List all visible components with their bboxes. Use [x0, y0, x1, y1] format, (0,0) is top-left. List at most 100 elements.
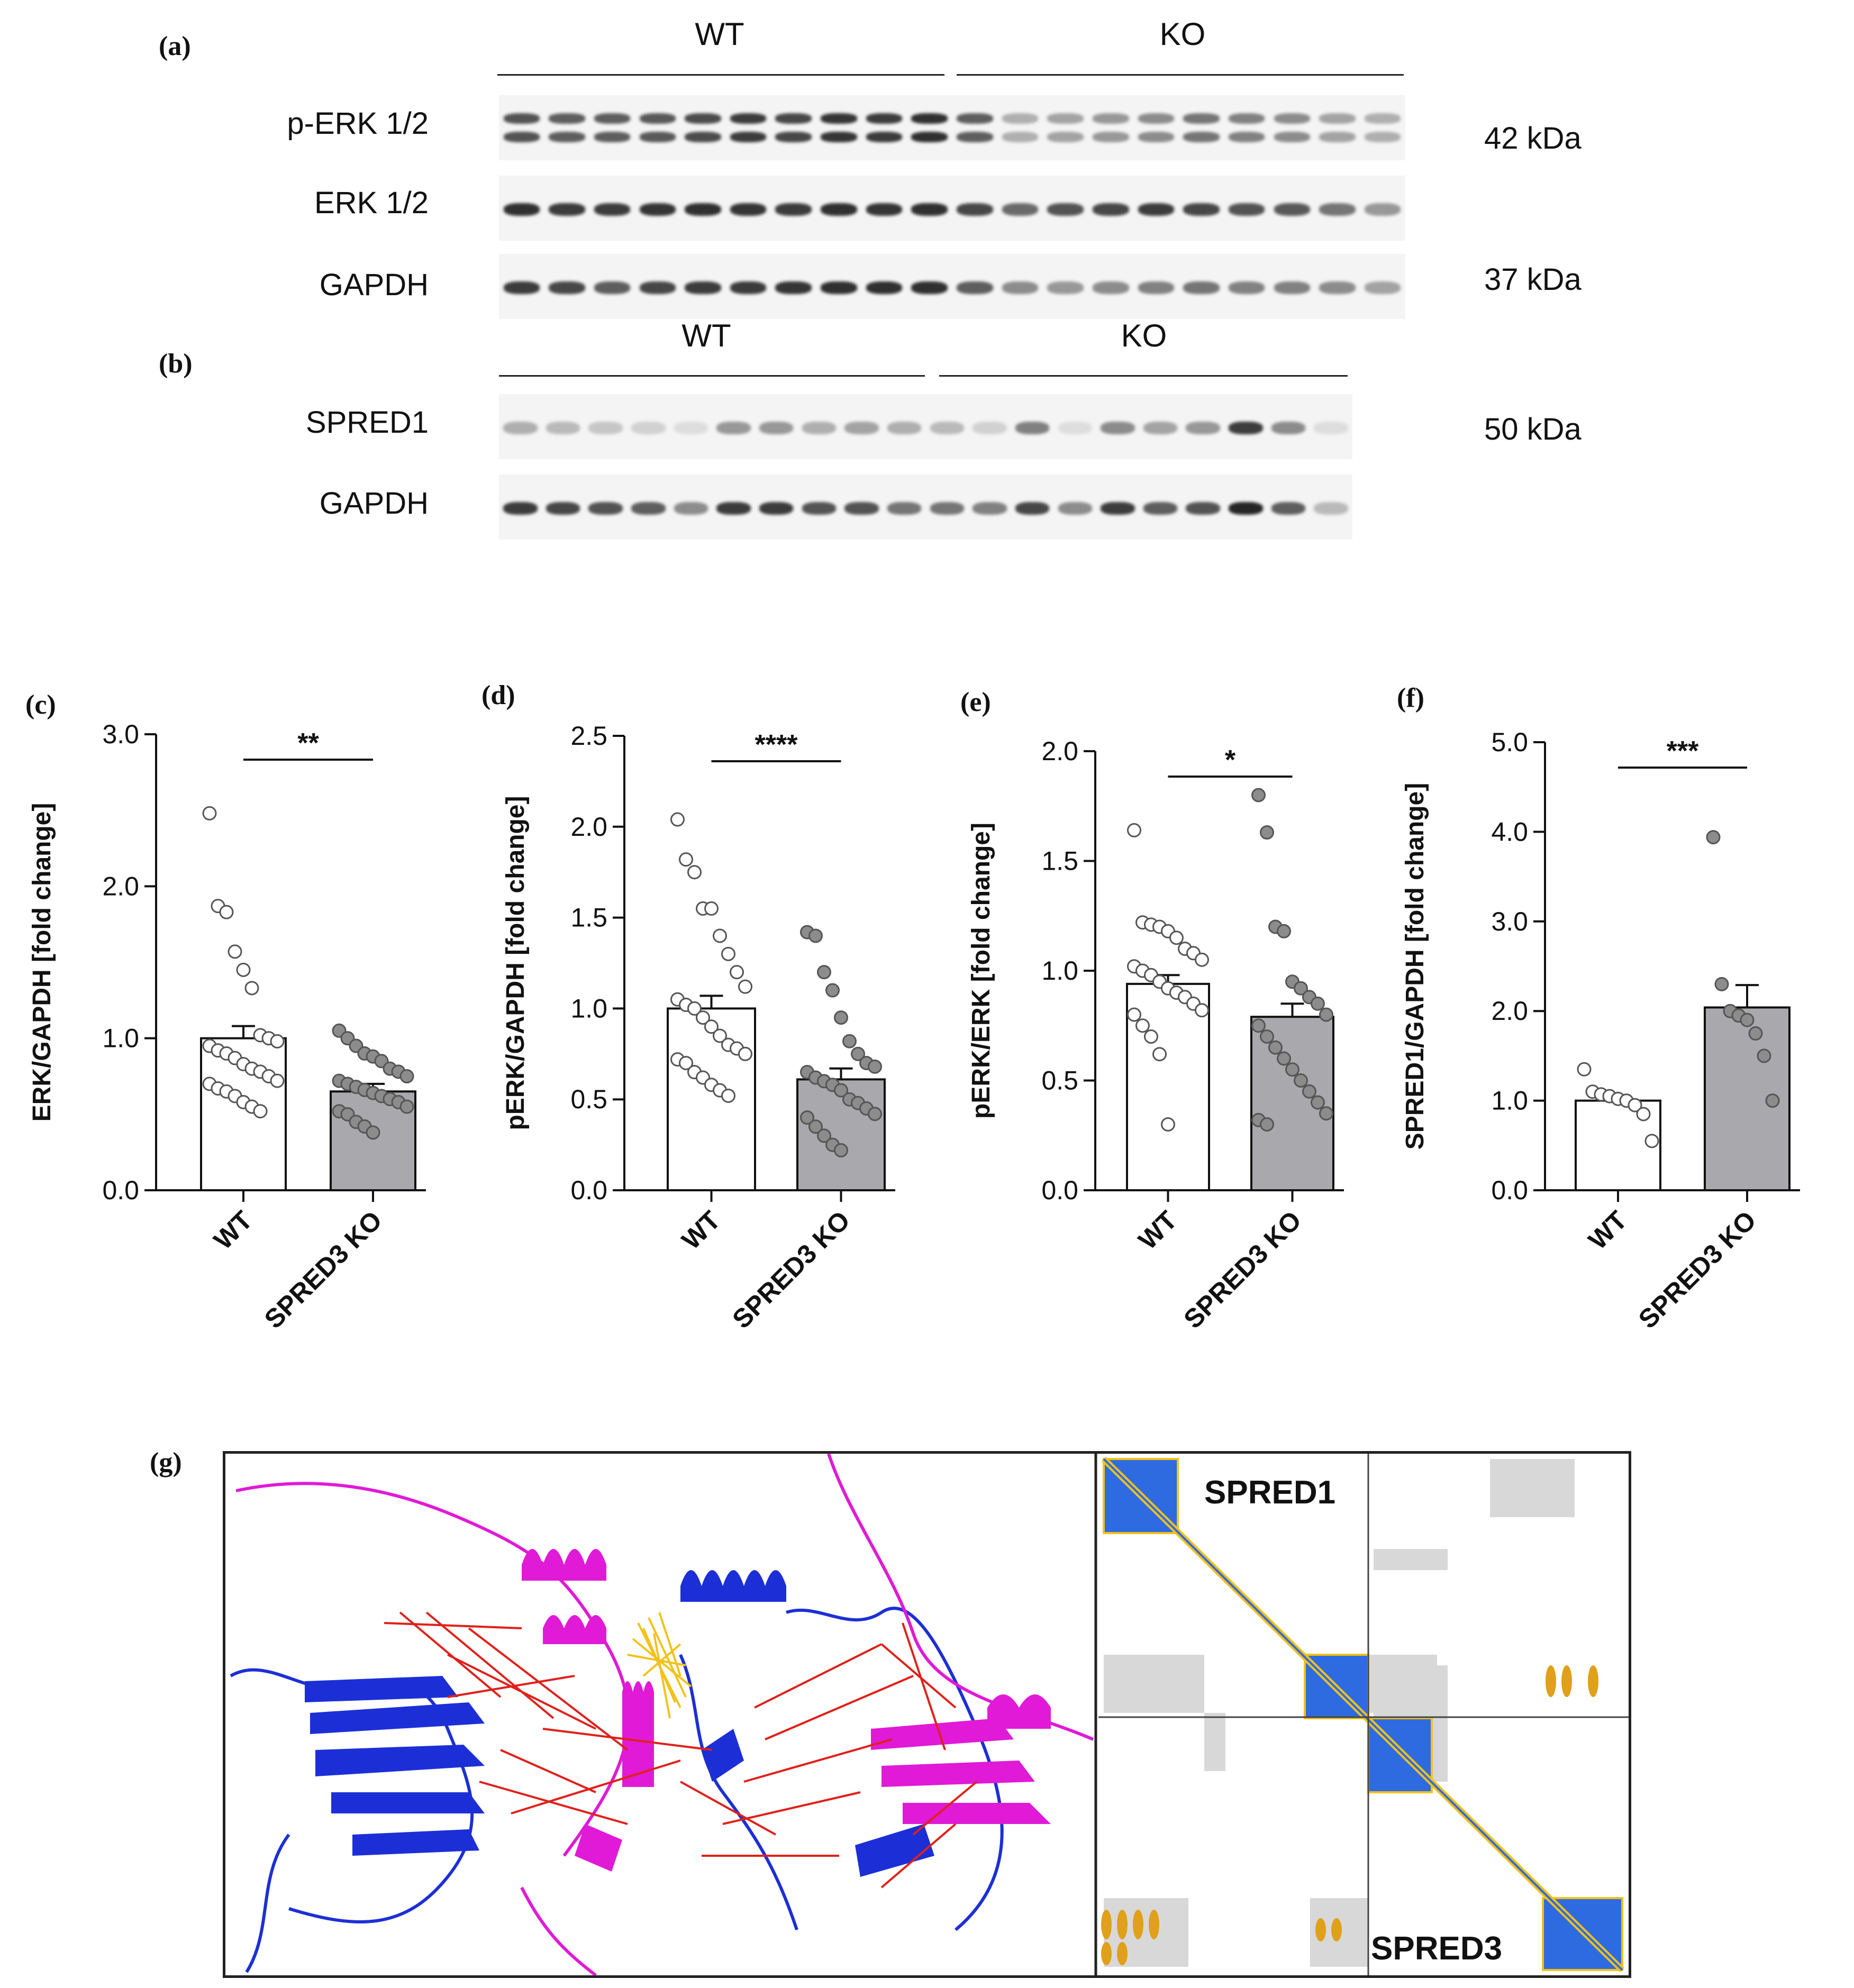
blot-band [674, 501, 708, 515]
blot-band [844, 501, 879, 515]
blot-band [716, 501, 751, 515]
blot-band [1314, 421, 1348, 435]
blot-band [639, 281, 676, 295]
panel-label-e: (e) [960, 687, 991, 717]
y-axis-title: SPRED1/GAPDH [fold change] [1401, 783, 1429, 1150]
y-tick-label: 0.5 [1041, 1066, 1078, 1096]
blot-band [1093, 203, 1129, 216]
significance-label: * [1225, 745, 1236, 776]
data-point [834, 1083, 848, 1098]
blot-band [1183, 131, 1220, 142]
blot-band [911, 113, 948, 124]
blot-band [588, 421, 623, 435]
blot-a-row-perk: p-ERK 1/2 [287, 106, 429, 141]
blot-band [866, 113, 903, 124]
blot-band [1138, 203, 1175, 216]
blot-band [957, 203, 993, 216]
data-point [687, 865, 702, 880]
blot-band [631, 501, 666, 515]
blot-band [685, 113, 721, 124]
blot-band [1101, 421, 1135, 435]
blot-band [639, 203, 676, 216]
data-point [1127, 823, 1141, 837]
blot-band [1319, 113, 1356, 124]
data-point [730, 965, 744, 980]
data-point [696, 1010, 710, 1025]
blot-band [930, 421, 965, 435]
blot-band [802, 501, 837, 515]
y-tick-label: 4.0 [1491, 817, 1528, 846]
blot-band [1271, 501, 1306, 515]
data-point [1748, 1026, 1763, 1041]
blot-band [1186, 421, 1220, 435]
data-point [1260, 1029, 1274, 1044]
blot-band [1002, 113, 1039, 124]
data-point [1706, 830, 1721, 845]
blot-a-row-gapdh: GAPDH [319, 268, 429, 302]
blot-band [911, 131, 948, 142]
data-point [244, 981, 259, 996]
data-point [679, 852, 693, 867]
data-point [1740, 1013, 1755, 1027]
data-point [834, 1143, 848, 1157]
data-point [851, 1046, 865, 1061]
mw-50kda: 50 kDa [1484, 412, 1582, 446]
blot-band [594, 203, 631, 216]
data-point [808, 928, 823, 943]
data-point [399, 1069, 414, 1083]
blot-band [1319, 203, 1356, 216]
y-axis-title: pERK/ERK [fold change] [967, 823, 995, 1119]
blot-band [588, 501, 623, 515]
data-point [1152, 1047, 1167, 1062]
blot-strip-spred1 [499, 394, 1352, 459]
blot-a-group-wt: WT [695, 16, 744, 52]
blot-strip-perk [499, 95, 1405, 160]
blot-band [1314, 501, 1348, 515]
blot-band [1364, 113, 1401, 124]
data-point [1757, 1048, 1771, 1063]
blot-band [1047, 113, 1084, 124]
panel-label-g: (g) [150, 1447, 182, 1478]
blot-band [775, 203, 812, 216]
blot-band [1183, 281, 1220, 295]
y-tick-label: 3.0 [1491, 907, 1528, 936]
blot-band [775, 281, 812, 295]
blot-band [957, 281, 993, 295]
blot-band [1319, 281, 1356, 295]
blot-band [1138, 281, 1175, 295]
bar-ko [796, 1078, 886, 1192]
data-point [1251, 788, 1266, 803]
data-point [1311, 1095, 1325, 1110]
blot-band [594, 113, 631, 124]
blot-band [685, 131, 721, 142]
blot-band [957, 131, 993, 142]
data-point [1636, 1107, 1651, 1121]
data-point [1251, 1018, 1266, 1033]
blot-band [1093, 113, 1129, 124]
significance-label: ** [297, 728, 319, 759]
y-tick-label: 1.0 [102, 1024, 139, 1053]
data-point [1144, 1029, 1158, 1044]
data-point [868, 1107, 882, 1121]
pae-matrix [1098, 1454, 1629, 1975]
blot-band [1183, 203, 1220, 216]
data-point [1765, 1093, 1780, 1108]
blot-band [730, 131, 767, 142]
blot-band [887, 421, 922, 435]
blot-band [503, 203, 540, 216]
data-point [1127, 1007, 1141, 1022]
data-point [1277, 1051, 1291, 1066]
blot-band [716, 421, 751, 435]
category-label-wt: WT [1583, 1205, 1633, 1255]
blot-b-group-wt: WT [681, 318, 731, 353]
data-point [1260, 1117, 1274, 1132]
data-point [817, 965, 831, 980]
category-label-wt: WT [676, 1205, 726, 1255]
helix-chain-a [305, 1570, 934, 1877]
blot-band [1228, 131, 1265, 142]
blot-band [1228, 281, 1265, 295]
y-tick-label: 0.0 [570, 1175, 607, 1205]
blot-band [821, 131, 857, 142]
blot-band [1093, 281, 1129, 295]
